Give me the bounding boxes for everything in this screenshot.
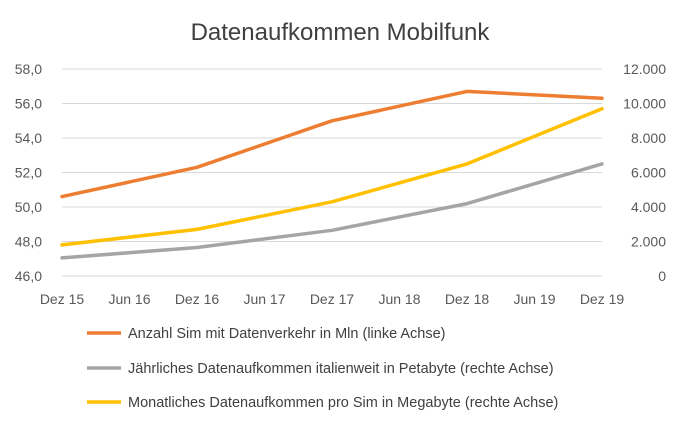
- series-lines: [60, 89, 604, 260]
- y-right-tick-label: 10.000: [623, 96, 666, 112]
- series-line-3: [60, 106, 604, 247]
- y-left-tick-label: 56,0: [15, 96, 42, 112]
- legend: Anzahl Sim mit Datenverkehr in Mln (link…: [87, 326, 558, 411]
- x-axis: Dez 15 Jun 16 Dez 16 Jun 17 Dez 17 Jun 18 Dez …: [40, 291, 625, 307]
- y-axis-right: 0 2.000 4.000 6.000 8.000 10.000 12.000: [623, 61, 666, 284]
- x-tick-label: Jun 16: [108, 291, 150, 307]
- chart-title: Datenaufkommen Mobilfunk: [191, 19, 491, 46]
- y-left-tick-label: 50,0: [15, 199, 42, 215]
- y-right-tick-label: 8.000: [631, 130, 666, 146]
- y-right-tick-label: 2.000: [631, 234, 666, 250]
- x-tick-label: Dez 18: [445, 291, 490, 307]
- y-left-tick-label: 54,0: [15, 130, 42, 146]
- y-left-tick-label: 58,0: [15, 61, 42, 77]
- y-right-tick-label: 0: [658, 268, 666, 284]
- y-axis-left: 46,0 48,0 50,0 52,0 54,0 56,0 58,0: [15, 61, 42, 284]
- series-line-1: [60, 89, 604, 199]
- y-right-tick-label: 6.000: [631, 165, 666, 181]
- y-right-tick-label: 12.000: [623, 61, 666, 77]
- y-right-tick-label: 4.000: [631, 199, 666, 215]
- series-line-2: [60, 162, 604, 260]
- x-tick-label: Jun 18: [378, 291, 420, 307]
- x-tick-label: Dez 16: [175, 291, 220, 307]
- legend-label: Jährliches Datenaufkommen italienweit in…: [128, 361, 554, 377]
- y-left-tick-label: 46,0: [15, 268, 42, 284]
- legend-label: Monatliches Datenaufkommen pro Sim in Me…: [128, 395, 558, 411]
- y-left-tick-label: 48,0: [15, 234, 42, 250]
- x-tick-label: Jun 17: [243, 291, 285, 307]
- x-tick-label: Dez 19: [580, 291, 625, 307]
- y-left-tick-label: 52,0: [15, 165, 42, 181]
- x-tick-label: Dez 17: [310, 291, 355, 307]
- legend-label: Anzahl Sim mit Datenverkehr in Mln (link…: [128, 326, 446, 342]
- gridlines: [62, 68, 602, 277]
- x-tick-label: Dez 15: [40, 291, 85, 307]
- x-tick-label: Jun 19: [513, 291, 555, 307]
